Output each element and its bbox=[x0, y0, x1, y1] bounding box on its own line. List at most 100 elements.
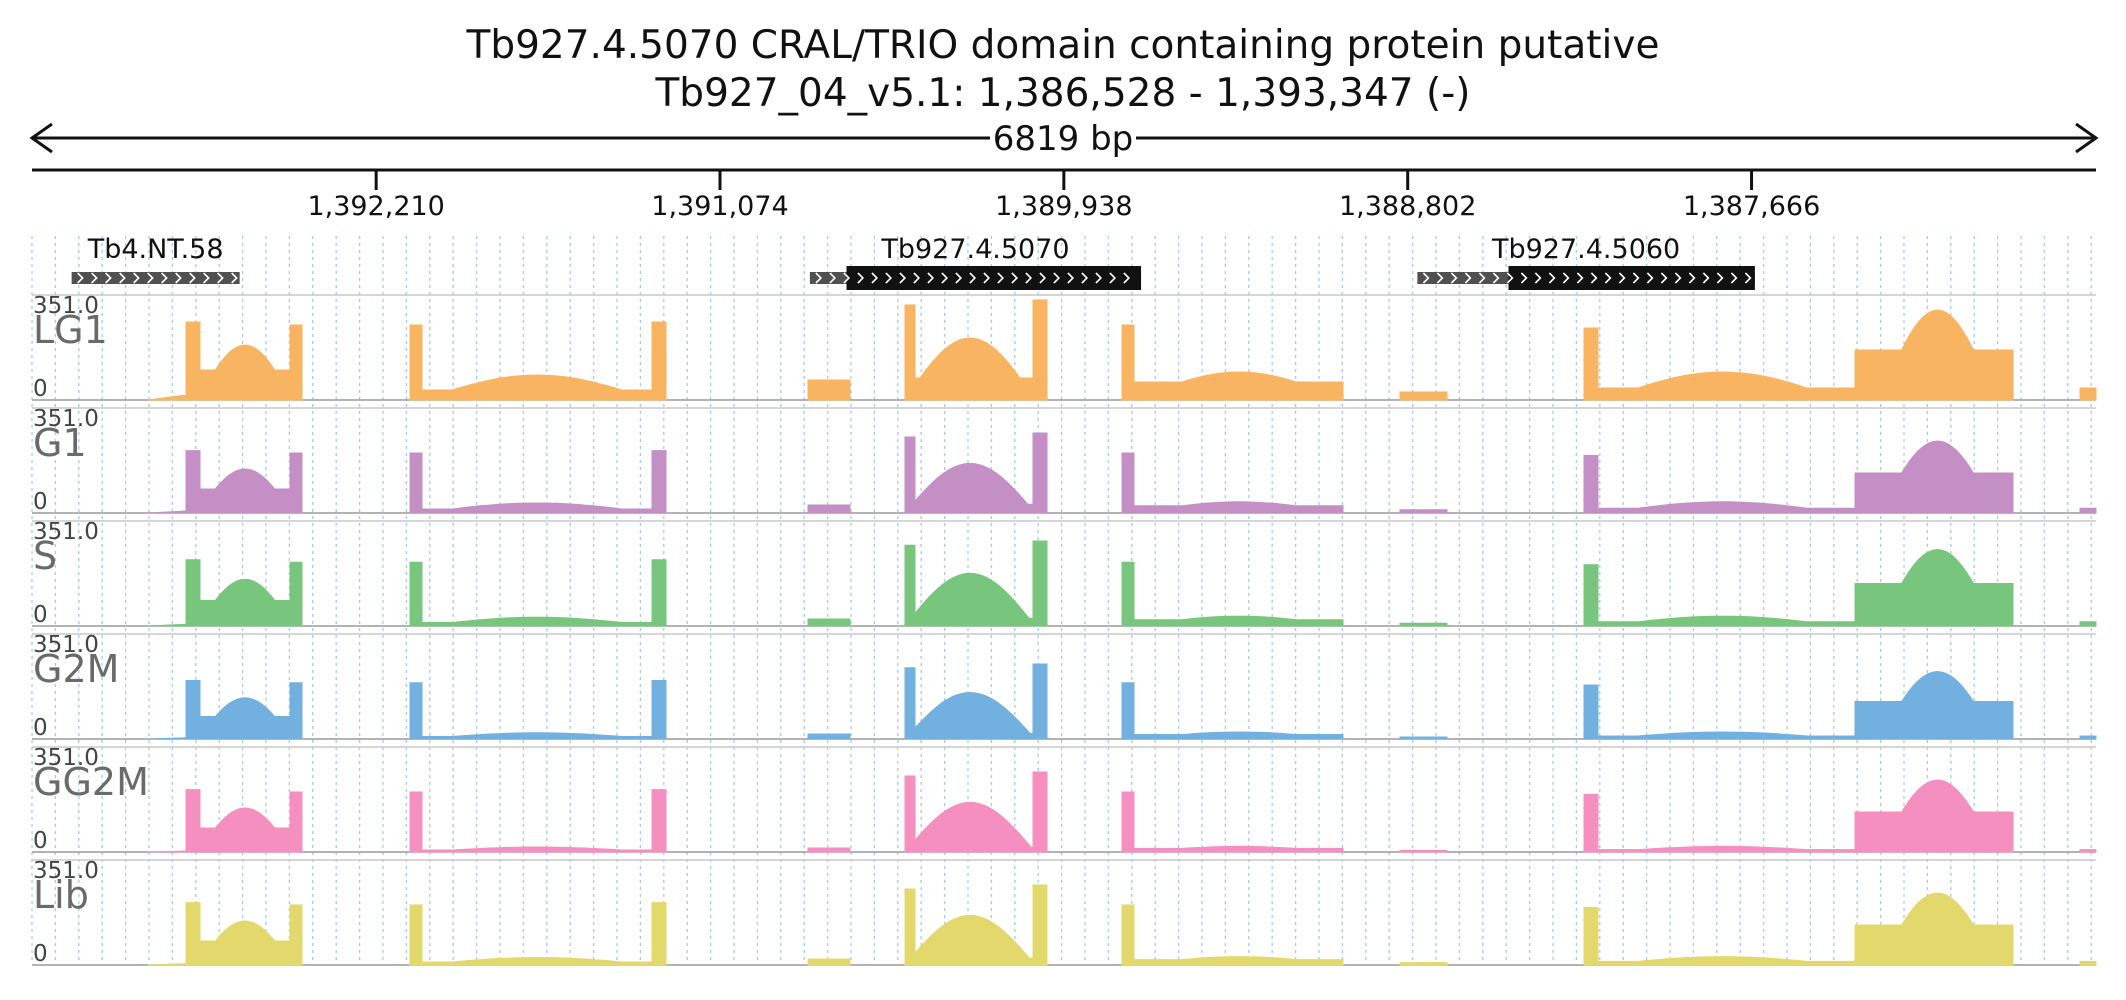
strand-chevron-icon bbox=[1436, 272, 1444, 284]
strand-chevron-icon bbox=[871, 272, 879, 284]
track-ymin-label: 0 bbox=[33, 489, 48, 515]
figure-title: Tb927.4.5070 CRAL/TRIO domain containing… bbox=[466, 23, 1660, 68]
strand-chevron-icon bbox=[91, 272, 98, 284]
strand-chevron-icon bbox=[203, 272, 210, 284]
strand-chevron-icon bbox=[105, 272, 112, 284]
strand-chevron-icon bbox=[1053, 272, 1061, 284]
strand-chevron-icon bbox=[1632, 272, 1640, 284]
strand-chevron-icon bbox=[1618, 272, 1626, 284]
strand-chevron-icon bbox=[885, 272, 893, 284]
ruler-tick-label: 1,387,666 bbox=[1683, 191, 1820, 222]
coverage-area bbox=[147, 884, 2097, 966]
strand-chevron-icon bbox=[1450, 272, 1458, 284]
strand-chevron-icon bbox=[175, 272, 182, 284]
track-ymax-label: 351.0 bbox=[33, 858, 99, 884]
strand-chevron-icon bbox=[1548, 272, 1556, 284]
strand-chevron-icon bbox=[1702, 272, 1710, 284]
gene-cds-box bbox=[846, 266, 1142, 290]
strand-chevron-icon bbox=[1109, 272, 1117, 284]
strand-chevron-icon bbox=[1688, 272, 1696, 284]
strand-chevron-icon bbox=[119, 272, 126, 284]
ruler-tick-label: 1,392,210 bbox=[307, 191, 444, 222]
track-name-label: G2M bbox=[33, 647, 119, 691]
strand-chevron-icon bbox=[969, 272, 977, 284]
strand-chevron-icon bbox=[857, 272, 865, 284]
strand-chevron-icon bbox=[1492, 272, 1500, 284]
gene-label: Tb927.4.5060 bbox=[1491, 234, 1680, 265]
strand-chevron-icon bbox=[955, 272, 963, 284]
strand-chevron-icon bbox=[1562, 272, 1570, 284]
strand-chevron-icon bbox=[133, 272, 140, 284]
strand-chevron-icon bbox=[1081, 272, 1089, 284]
track-ymax-label: 351.0 bbox=[33, 293, 99, 319]
coverage-tracks: LG1351.00G1351.00S351.00G2M351.00GG2M351… bbox=[32, 293, 2097, 967]
track-ymin-label: 0 bbox=[33, 715, 48, 741]
coverage-area bbox=[147, 663, 2097, 740]
strand-chevron-icon bbox=[1464, 272, 1472, 284]
strand-chevron-icon bbox=[1716, 272, 1724, 284]
span-label: 6819 bp bbox=[993, 119, 1134, 159]
gene-label: Tb927.4.5070 bbox=[880, 234, 1069, 265]
strand-chevron-icon bbox=[1604, 272, 1612, 284]
ruler-tick-label: 1,391,074 bbox=[651, 191, 788, 222]
strand-chevron-icon bbox=[941, 272, 949, 284]
ruler-tick-label: 1,389,938 bbox=[995, 191, 1132, 222]
track-ymin-label: 0 bbox=[33, 602, 48, 628]
track-ymin-label: 0 bbox=[33, 941, 48, 967]
arrow-left-icon bbox=[29, 122, 53, 154]
strand-chevron-icon bbox=[899, 272, 907, 284]
strand-chevron-icon bbox=[1095, 272, 1103, 284]
track-name-label: S bbox=[33, 534, 57, 578]
gene-utr-box bbox=[71, 272, 240, 284]
coverage-area bbox=[147, 299, 2097, 401]
strand-chevron-icon bbox=[843, 272, 851, 284]
strand-chevron-icon bbox=[927, 272, 935, 284]
strand-chevron-icon bbox=[161, 272, 168, 284]
span-arrow: 6819 bp bbox=[29, 119, 2099, 159]
track-ymax-label: 351.0 bbox=[33, 632, 99, 658]
track-name-label: LG1 bbox=[33, 308, 108, 352]
track-ymin-label: 0 bbox=[33, 376, 48, 402]
track-name-label: GG2M bbox=[33, 760, 149, 804]
strand-chevron-icon bbox=[1646, 272, 1654, 284]
strand-chevron-icon bbox=[1011, 272, 1019, 284]
strand-chevron-icon bbox=[147, 272, 154, 284]
strand-chevron-icon bbox=[231, 272, 238, 284]
ruler-tick-label: 1,388,802 bbox=[1339, 191, 1476, 222]
strand-chevron-icon bbox=[217, 272, 224, 284]
strand-chevron-icon bbox=[1576, 272, 1584, 284]
vertical-gridlines bbox=[31, 236, 2092, 964]
strand-chevron-icon bbox=[1123, 272, 1131, 284]
strand-chevron-icon bbox=[829, 272, 837, 284]
strand-chevron-icon bbox=[1520, 272, 1528, 284]
gene-cds-box bbox=[1508, 266, 1755, 290]
strand-chevron-icon bbox=[1039, 272, 1047, 284]
track-name-label: G1 bbox=[33, 421, 87, 465]
arrow-right-icon bbox=[2075, 122, 2099, 154]
strand-chevron-icon bbox=[1744, 272, 1752, 284]
track-ymin-label: 0 bbox=[33, 828, 48, 854]
strand-chevron-icon bbox=[1674, 272, 1682, 284]
strand-chevron-icon bbox=[1730, 272, 1738, 284]
strand-chevron-icon bbox=[983, 272, 991, 284]
gene-label: Tb4.NT.58 bbox=[87, 234, 224, 265]
strand-chevron-icon bbox=[1660, 272, 1668, 284]
gene-track: Tb4.NT.58 Tb927.4.5070 Tb927.4.5060 bbox=[71, 234, 1755, 290]
track-ymax-label: 351.0 bbox=[33, 406, 99, 432]
strand-chevron-icon bbox=[1422, 272, 1430, 284]
figure-location: Tb927_04_v5.1: 1,386,528 - 1,393,347 (-) bbox=[654, 71, 1470, 116]
track-ymax-label: 351.0 bbox=[33, 745, 99, 771]
coverage-area bbox=[147, 540, 2097, 627]
strand-chevron-icon bbox=[1506, 272, 1514, 284]
strand-chevron-icon bbox=[1067, 272, 1075, 284]
strand-chevron-icon bbox=[1534, 272, 1542, 284]
strand-chevron-icon bbox=[1025, 272, 1033, 284]
ruler-ticks: 1,392,210 1,391,074 1,389,938 1,388,802 1,38… bbox=[307, 170, 1820, 222]
strand-chevron-icon bbox=[189, 272, 196, 284]
